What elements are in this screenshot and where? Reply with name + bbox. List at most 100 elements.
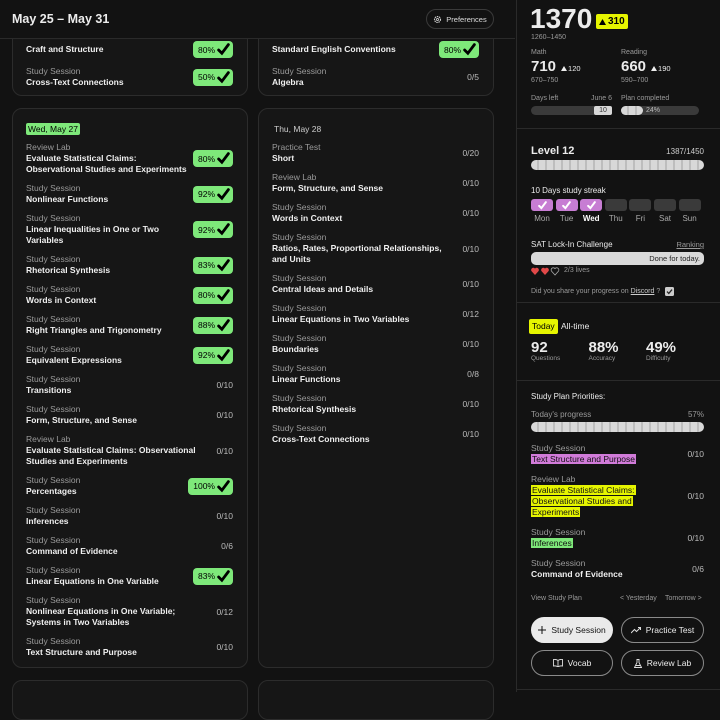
task-score: 0/10 xyxy=(216,642,233,652)
priority-title-text: Command of Evidence xyxy=(531,569,623,579)
task-row: Study Session Algebra 0/5 xyxy=(272,66,479,88)
task-row: Study Session Percentages 100% xyxy=(26,475,233,497)
task-info: Study Session Linear Inequalities in One … xyxy=(26,213,193,246)
view-study-plan[interactable]: View Study Plan xyxy=(531,595,582,602)
check-icon xyxy=(217,43,230,56)
task-info: Study Session Algebra xyxy=(272,66,467,88)
task-type: Study Session xyxy=(26,314,81,324)
sidebar xyxy=(516,0,720,692)
preferences-label: Preferences xyxy=(446,14,487,24)
plan-completed-label: Plan completed xyxy=(621,95,670,102)
progress-label: Today's progress xyxy=(531,410,592,419)
task-type: Study Session xyxy=(272,423,327,433)
study-session-button[interactable]: Study Session xyxy=(531,617,613,643)
day-card: Thu, May 28 Practice Test Short 0/20 Review … xyxy=(258,108,494,668)
section-name: Math xyxy=(531,49,547,56)
task-row: Study Session Text Structure and Purpose 0… xyxy=(26,636,233,658)
task-row: Study Session Linear Equations in Two Var… xyxy=(272,303,479,325)
task-info: Study Session Cross-Text Connections xyxy=(272,423,462,445)
task-type: Study Session xyxy=(272,393,327,403)
review-lab-button[interactable]: Review Lab xyxy=(621,650,704,676)
check-icon xyxy=(217,258,230,271)
score-range: 1260–1450 xyxy=(531,34,567,41)
task-info: Study Session Central Ideas and Details xyxy=(272,273,462,295)
divider xyxy=(516,689,720,690)
task-score: 0/10 xyxy=(216,445,233,456)
check-icon xyxy=(217,223,230,236)
section-change: 190 xyxy=(651,64,671,73)
yesterday-link[interactable]: < Yesterday xyxy=(620,595,657,602)
share-checkbox[interactable] xyxy=(665,287,675,296)
task-score: 50% xyxy=(197,72,215,82)
task-score: 0/20 xyxy=(462,148,479,158)
gear-icon xyxy=(434,15,442,23)
task-row: Study Session Boundaries 0/10 xyxy=(272,333,479,355)
task-info: Craft and Structure xyxy=(26,44,193,55)
priority-type: Review Lab xyxy=(531,474,576,484)
section-score: 660 xyxy=(621,58,647,75)
score-change-value: 310 xyxy=(608,16,625,27)
plus-icon xyxy=(538,626,547,634)
tab-today[interactable]: Today xyxy=(529,319,558,334)
task-score: 0/10 xyxy=(216,410,233,420)
streak-title: 10 Days study streak xyxy=(531,186,606,195)
task-row: Study Session Linear Functions 0/8 xyxy=(272,363,479,385)
priority-row: Study Session Inferences 0/10 xyxy=(531,527,704,549)
preferences-button[interactable]: Preferences xyxy=(426,9,494,29)
task-info: Study Session Rhetorical Synthesis xyxy=(272,393,462,415)
task-row: Study Session Linear Inequalities in One … xyxy=(26,213,233,246)
priority-info: Review Lab Evaluate Statistical Claims: O… xyxy=(531,474,687,518)
practice-test-button[interactable]: Practice Test xyxy=(621,617,704,643)
streak-day-name: Fri xyxy=(635,214,646,223)
task-row: Study Session Central Ideas and Details 0/… xyxy=(272,273,479,295)
level-bar xyxy=(531,160,704,170)
task-title: Rhetorical Synthesis xyxy=(272,404,357,414)
task-title: Percentages xyxy=(26,486,77,496)
task-info: Study Session Nonlinear Functions xyxy=(26,183,193,205)
divider xyxy=(516,128,720,129)
tomorrow-link[interactable]: Tomorrow > xyxy=(665,595,702,602)
button-label: Vocab xyxy=(567,658,592,668)
task-title: Right Triangles and Trigonometry xyxy=(26,325,162,335)
priority-title: Inferences xyxy=(531,538,673,549)
task-title: Craft and Structure xyxy=(26,44,104,54)
vocab-button[interactable]: Vocab xyxy=(531,650,613,676)
task-info: Study Session Cross-Text Connections xyxy=(26,66,193,88)
day-header: Thu, May 28 xyxy=(272,121,479,137)
task-title: Linear Functions xyxy=(272,374,341,384)
share-end: ? xyxy=(656,288,661,295)
task-info: Practice Test Short xyxy=(272,142,462,164)
task-info: Review Lab Evaluate Statistical Claims: O… xyxy=(26,142,193,175)
task-title: Short xyxy=(272,153,295,163)
task-type: Study Session xyxy=(26,535,81,545)
task-score: 0/10 xyxy=(462,429,479,439)
task-score: 80% xyxy=(197,290,215,300)
priority-type: Study Session xyxy=(531,558,586,568)
share-row: Did you share your progress on Discord? xyxy=(531,287,675,296)
task-title: Form, Structure, and Sense xyxy=(26,415,137,425)
task-info: Study Session Form, Structure, and Sense xyxy=(26,404,216,426)
task-row: Standard English Conventions 80% xyxy=(272,41,479,58)
level-title: Level 12 xyxy=(531,145,575,157)
task-title: Words in Context xyxy=(26,295,97,305)
check-icon xyxy=(562,200,571,210)
week-title: May 25 – May 31 xyxy=(12,12,110,26)
tab-all-time[interactable]: All-time xyxy=(561,321,590,331)
task-score: 83% xyxy=(197,571,215,581)
task-score: 0/8 xyxy=(467,369,479,379)
lives: 2/3 lives xyxy=(564,267,590,274)
task-info: Study Session Linear Equations in One Var… xyxy=(26,565,193,587)
ranking-link[interactable]: Ranking xyxy=(676,240,704,249)
up-arrow xyxy=(651,66,658,71)
challenge-bar xyxy=(531,252,704,265)
task-type: Study Session xyxy=(26,344,81,354)
task-score-done: 80% xyxy=(438,41,479,58)
task-score-done: 80% xyxy=(192,41,233,58)
task-score: 0/10 xyxy=(462,243,479,254)
task-title: Rhetorical Synthesis xyxy=(26,265,111,275)
task-type: Study Session xyxy=(26,505,81,515)
task-score-done: 80% xyxy=(192,150,233,167)
task-type: Study Session xyxy=(26,254,81,264)
discord-link[interactable]: Discord xyxy=(630,288,655,295)
task-type: Study Session xyxy=(26,284,81,294)
